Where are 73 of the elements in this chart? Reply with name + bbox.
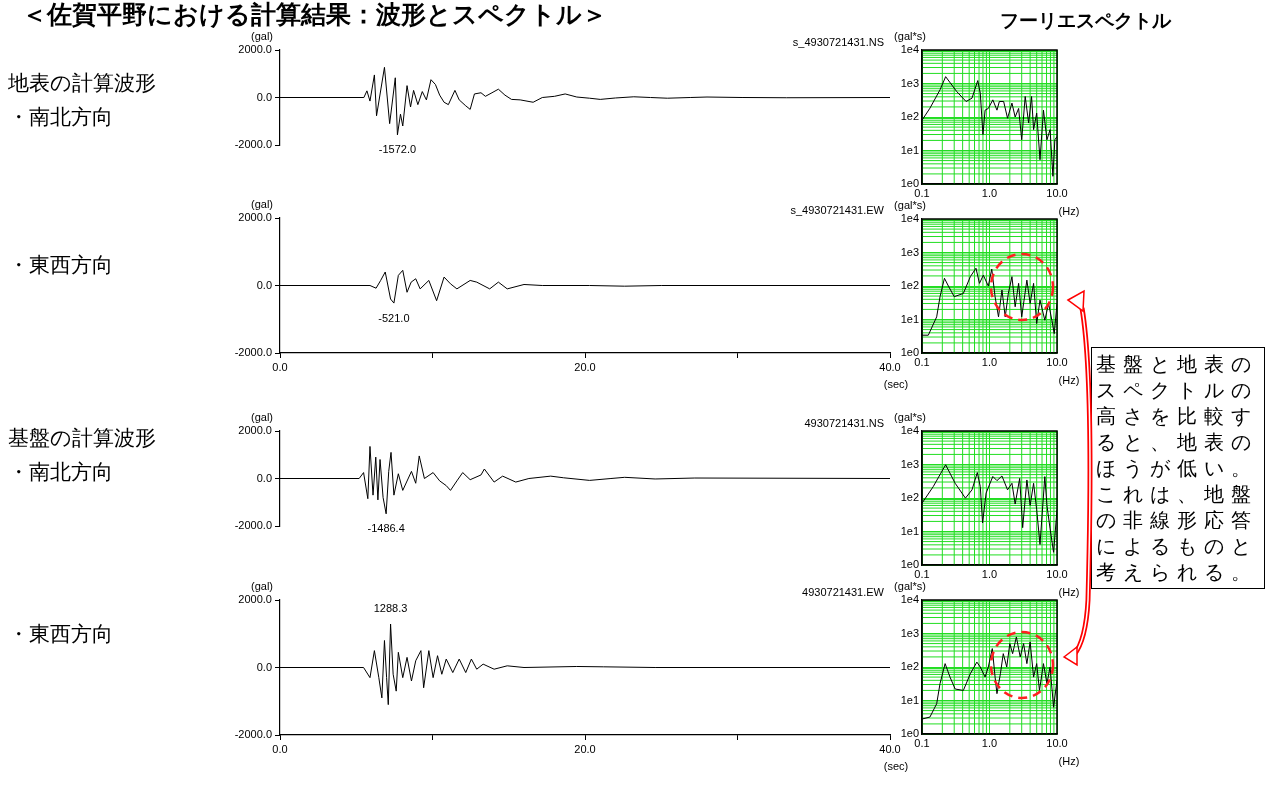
y-tick-label: 0.0 — [256, 471, 272, 484]
y-axis-title: (gal) — [250, 580, 274, 592]
text: ・南北方向 — [8, 104, 114, 131]
y-tick-label: -2000.0 — [234, 728, 272, 741]
x-axis-title: (Hz) — [1058, 586, 1080, 598]
y-tick-label: 2000.0 — [238, 593, 272, 606]
y-tick-label: 1e2 — [900, 660, 919, 673]
y-tick-label: 1e4 — [900, 593, 919, 606]
x-tick-label: 1.0 — [981, 736, 998, 749]
x-tick-label: 20.0 — [574, 360, 596, 373]
y-tick-label: 0.0 — [256, 278, 272, 291]
y-tick-label: 2000.0 — [238, 43, 272, 56]
y-tick-label: 1e3 — [900, 626, 919, 639]
chart-subtitle: s_4930721431.EW — [790, 204, 885, 216]
x-tick-label: 20.0 — [574, 742, 596, 755]
y-tick-label: 1e3 — [900, 76, 919, 89]
y-tick-label: 1e4 — [900, 212, 919, 225]
annotation: 1288.3 — [373, 601, 408, 614]
x-axis-title: (sec) — [883, 378, 909, 390]
y-tick-label: 1e2 — [900, 491, 919, 504]
text: ・東西方向 — [8, 252, 113, 279]
y-tick-label: 0.0 — [256, 90, 272, 103]
text: ・南北方向 — [8, 459, 114, 486]
y-axis-title: (gal*s) — [894, 580, 926, 592]
y-tick-label: -2000.0 — [234, 138, 272, 151]
y-tick-label: 1e3 — [900, 457, 919, 470]
x-tick-label: 0.0 — [272, 360, 288, 373]
x-tick-label: 40.0 — [879, 742, 901, 755]
y-axis-title: (gal) — [250, 30, 274, 42]
y-tick-label: 1e4 — [900, 43, 919, 56]
y-tick-label: 1e1 — [900, 693, 919, 706]
x-axis-title: (Hz) — [1058, 374, 1080, 386]
chart-title: フーリエスペクトル — [1000, 8, 1171, 33]
x-tick-label: 1.0 — [981, 355, 998, 368]
x-tick-label: 10.0 — [1046, 355, 1068, 368]
y-tick-label: 1e2 — [900, 279, 919, 292]
y-tick-label: 1e2 — [900, 110, 919, 123]
y-axis-title: (gal*s) — [894, 199, 926, 211]
x-tick-label: 40.0 — [879, 360, 901, 373]
chart-subtitle: 4930721431.NS — [804, 417, 884, 429]
y-tick-label: 0.0 — [256, 660, 272, 673]
y-tick-label: -2000.0 — [234, 519, 272, 532]
x-axis-title: (Hz) — [1058, 755, 1080, 767]
x-tick-label: 1.0 — [981, 186, 998, 199]
x-tick-label: 1.0 — [981, 567, 998, 580]
text: ・東西方向 — [8, 621, 113, 648]
x-tick-label: 10.0 — [1046, 736, 1068, 749]
x-tick-label: 0.0 — [272, 742, 288, 755]
y-tick-label: -2000.0 — [234, 346, 272, 359]
y-axis-title: (gal*s) — [894, 30, 926, 42]
text: 地表の計算波形 — [8, 70, 156, 97]
x-tick-label: 10.0 — [1046, 186, 1068, 199]
x-tick-label: 10.0 — [1046, 567, 1068, 580]
text: 基盤の計算波形 — [8, 425, 156, 452]
y-axis-title: (gal) — [250, 198, 274, 210]
x-axis-title: (sec) — [883, 760, 909, 772]
y-tick-label: 2000.0 — [238, 211, 272, 224]
y-tick-label: 1e3 — [900, 245, 919, 258]
chart-subtitle: 4930721431.EW — [802, 586, 885, 598]
chart-title: ＜佐賀平野における計算結果：波形とスペクトル＞ — [22, 0, 607, 31]
y-tick-label: 1e4 — [900, 424, 919, 437]
annotation: -1572.0 — [378, 143, 417, 156]
y-axis-title: (gal*s) — [894, 411, 926, 423]
y-tick-label: 1e1 — [900, 143, 919, 156]
x-axis-title: (Hz) — [1058, 205, 1080, 217]
y-tick-label: 1e1 — [900, 524, 919, 537]
y-axis-title: (gal) — [250, 411, 274, 423]
text: 基盤と地表のスペクトルの高さを比較すると、地表のほうが低い。これは、地盤の非線形応答によるものと考えられる。 — [1096, 352, 1258, 584]
chart-subtitle: s_4930721431.NS — [792, 36, 884, 48]
y-tick-label: 1e1 — [900, 312, 919, 325]
y-tick-label: 2000.0 — [238, 424, 272, 437]
annotation: -521.0 — [378, 311, 410, 324]
annotation: -1486.4 — [367, 522, 405, 535]
